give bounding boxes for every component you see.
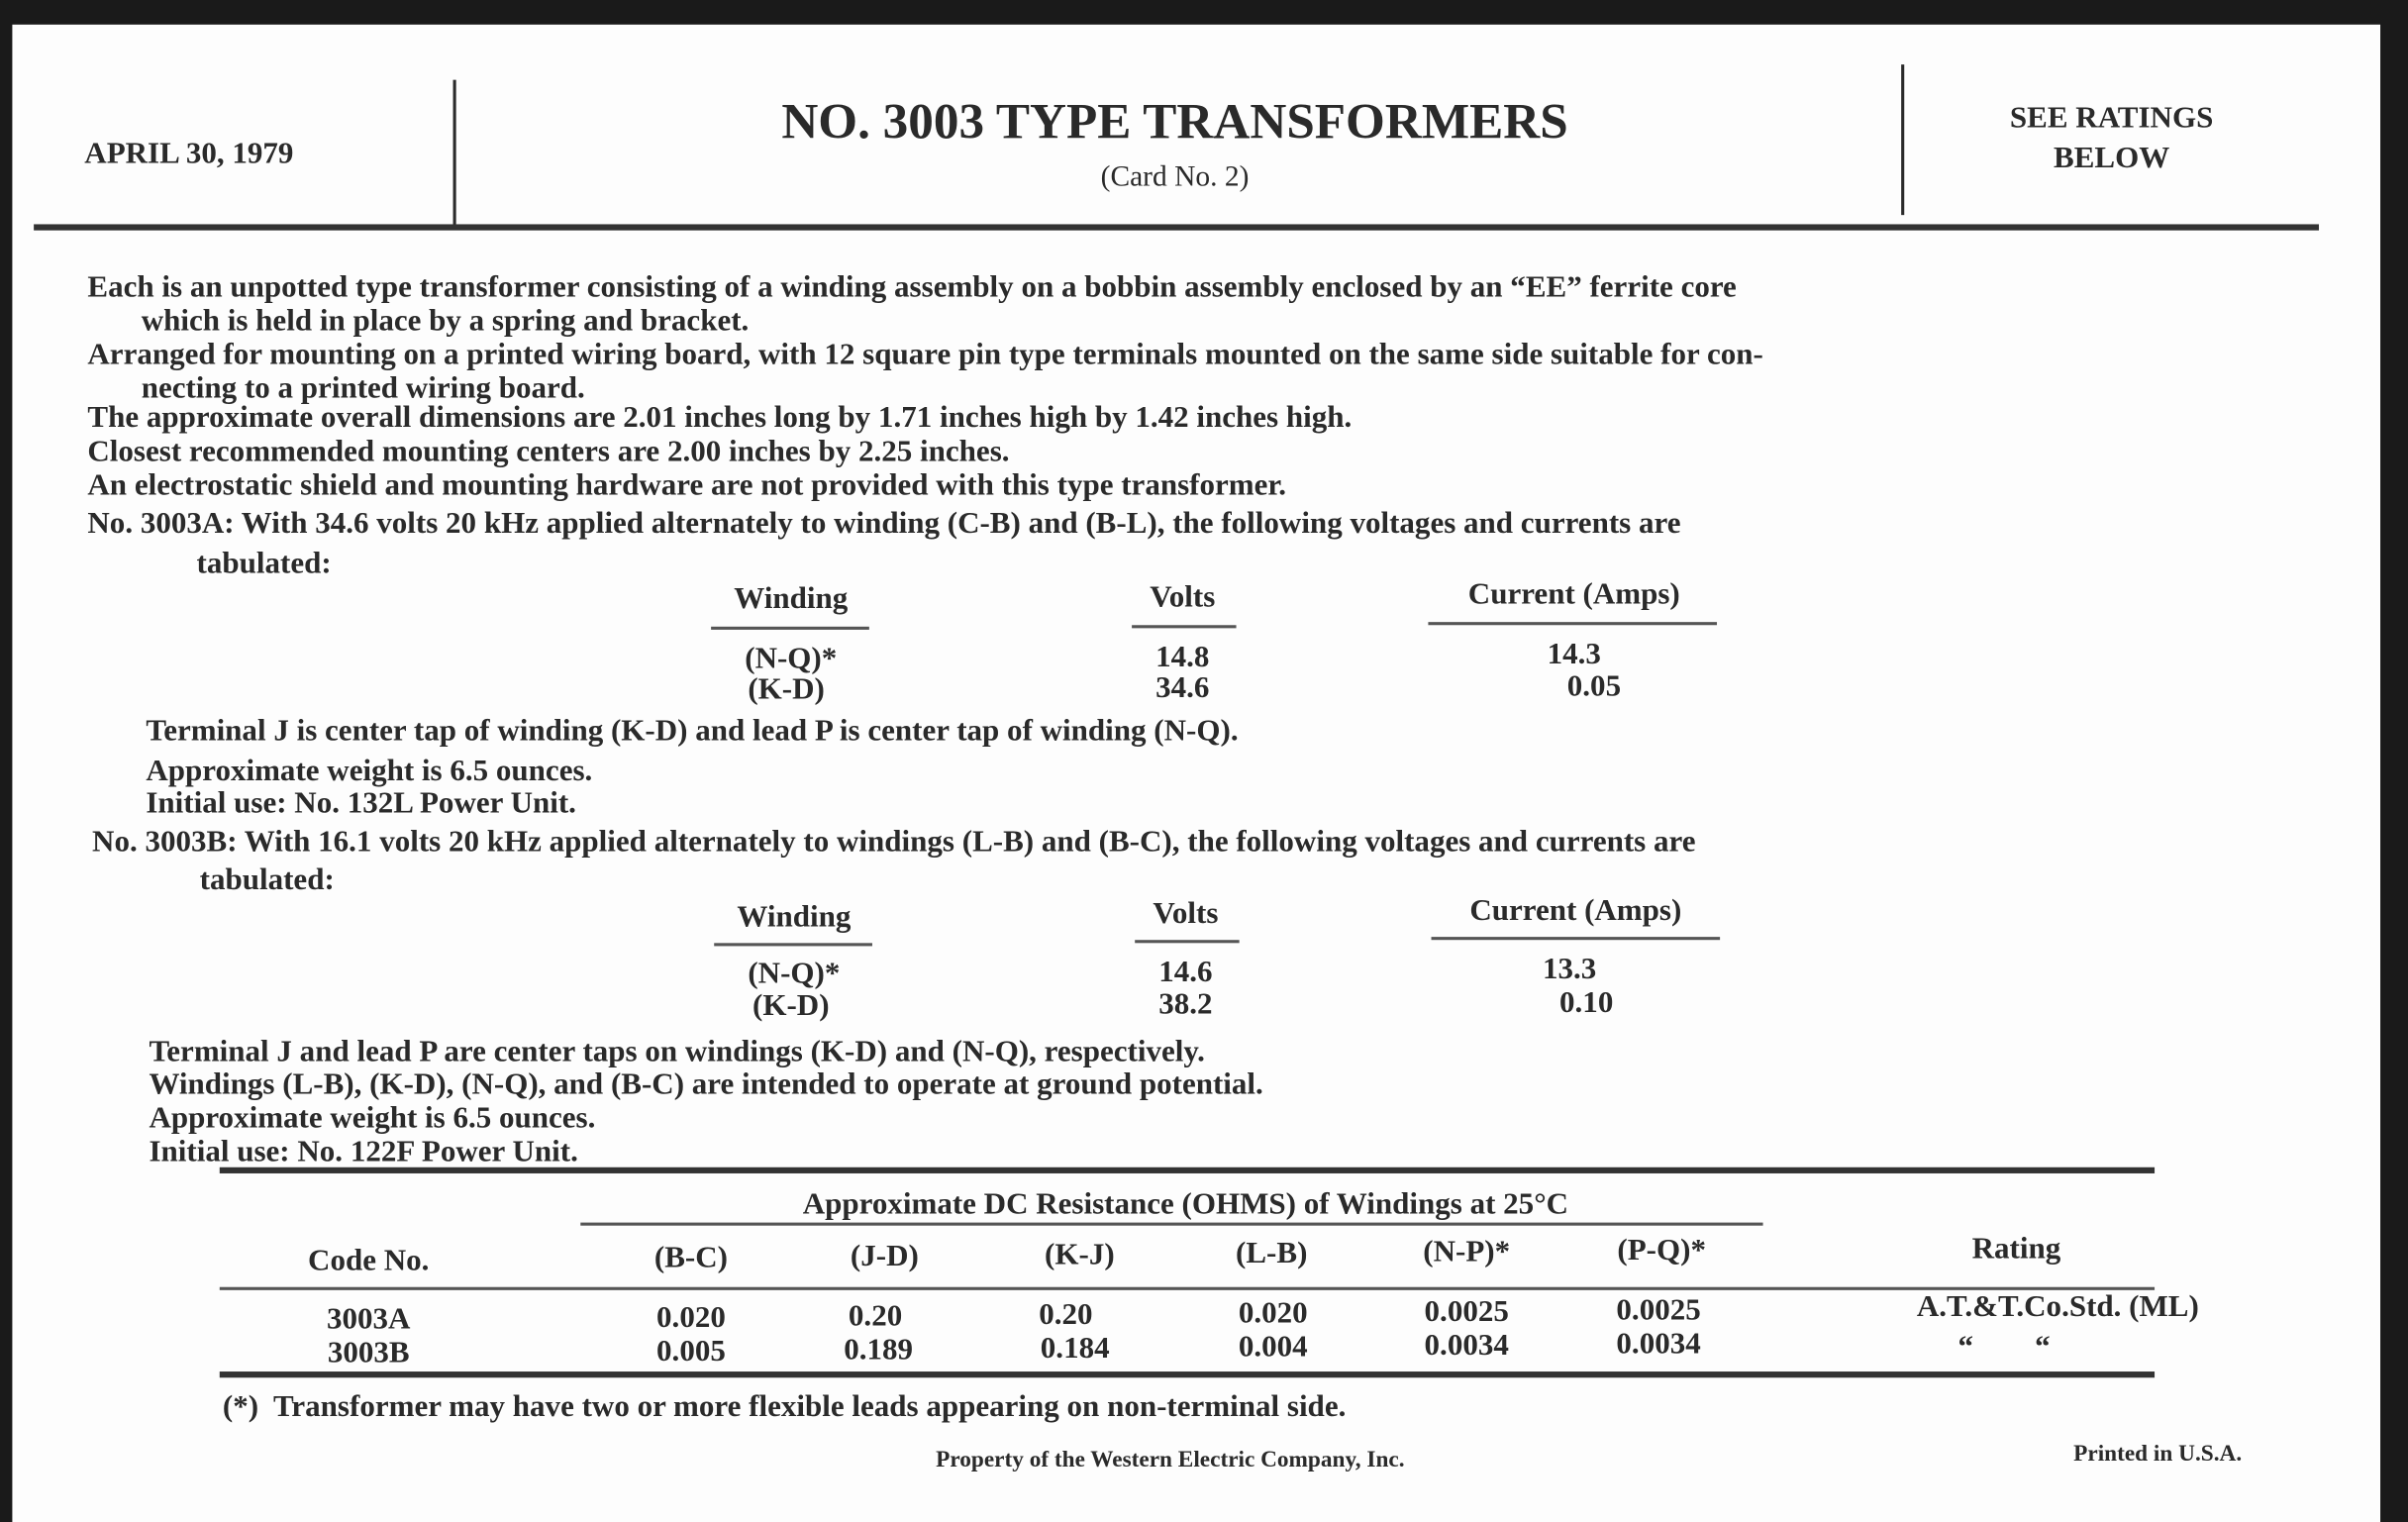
note: Approximate weight is 6.5 ounces.: [146, 754, 593, 788]
note: Initial use: No. 132L Power Unit.: [146, 786, 576, 821]
note: Initial use: No. 122F Power Unit.: [149, 1135, 578, 1169]
cell: 14.3: [1547, 637, 1601, 671]
cell: 0.020: [656, 1300, 726, 1335]
page-title: NO. 3003 TYPE TRANSFORMERS: [781, 95, 1568, 151]
3003b-lead: No. 3003B: With 16.1 volts 20 kHz applie…: [92, 824, 1696, 860]
col-winding: Winding: [737, 899, 852, 935]
cell: 0.05: [1566, 669, 1622, 704]
table-top-rule: [219, 1167, 2156, 1173]
underline: [1135, 940, 1240, 943]
cell: 0.0034: [1616, 1327, 1701, 1362]
col-rating: Rating: [1971, 1231, 2061, 1267]
footer-printed: Printed in U.S.A.: [2073, 1442, 2243, 1468]
intro-line: which is held in place by a spring and b…: [141, 304, 750, 339]
cell: (K-D): [748, 672, 825, 707]
col-n-p: (N-P)*: [1423, 1235, 1511, 1269]
resistance-group-header: Approximate DC Resistance (OHMS) of Wind…: [802, 1186, 1569, 1222]
cell: 14.8: [1155, 640, 1210, 674]
cell: 0.189: [844, 1333, 914, 1368]
header-rule: [34, 224, 2320, 231]
col-winding: Winding: [734, 581, 849, 616]
cell: (N-Q)*: [748, 957, 841, 991]
col-volts: Volts: [1150, 580, 1216, 615]
note: Terminal J is center tap of winding (K-D…: [146, 714, 1239, 749]
col-k-j: (K-J): [1045, 1238, 1115, 1272]
note: Approximate weight is 6.5 ounces.: [149, 1101, 596, 1136]
table-bottom-rule: [219, 1371, 2156, 1377]
underline: [1428, 622, 1718, 625]
cell: 34.6: [1155, 670, 1210, 705]
footer-property: Property of the Western Electric Company…: [936, 1448, 1405, 1473]
intro-line: Each is an unpotted type transformer con…: [87, 269, 1737, 305]
underline: [711, 626, 869, 630]
underline: [714, 943, 872, 946]
subtitle: (Card No. 2): [1100, 160, 1250, 194]
note: Windings (L-B), (K-D), (N-Q), and (B-C) …: [149, 1066, 1263, 1102]
divider: [452, 79, 456, 228]
underline: [1132, 625, 1237, 628]
intro-line: An electrostatic shield and mounting har…: [87, 468, 1287, 503]
divider: [1901, 64, 1905, 216]
note: Terminal J and lead P are center taps on…: [149, 1035, 1205, 1069]
cell: 14.6: [1158, 955, 1213, 989]
cell: 0.20: [848, 1299, 903, 1334]
ratings-note-2: BELOW: [2054, 141, 2170, 175]
cell: 0.184: [1040, 1331, 1110, 1366]
intro-line: Arranged for mounting on a printed wirin…: [87, 338, 1763, 372]
cell: 3003A: [327, 1302, 411, 1337]
3003b-lead-cont: tabulated:: [199, 862, 335, 897]
cell: 3003B: [327, 1336, 410, 1370]
3003a-lead: No. 3003A: With 34.6 volts 20 kHz applie…: [87, 506, 1681, 541]
underline: [1431, 937, 1721, 940]
col-b-c: (B-C): [653, 1241, 728, 1275]
card-background: [12, 24, 2381, 1522]
cell: 0.0034: [1424, 1328, 1509, 1363]
col-code: Code No.: [308, 1244, 430, 1278]
underline: [580, 1222, 1763, 1225]
cell: 13.3: [1542, 952, 1597, 986]
cell: 0.20: [1039, 1297, 1093, 1332]
intro-line: Closest recommended mounting centers are…: [87, 434, 1010, 469]
3003a-lead-cont: tabulated:: [196, 547, 332, 581]
ratings-note-1: SEE RATINGS: [2009, 101, 2214, 136]
cell: 0.020: [1238, 1296, 1308, 1331]
cell: 0.10: [1559, 985, 1614, 1020]
cell: 0.0025: [1616, 1292, 1701, 1328]
rating: A.T.&T.Co.Std. (ML): [1916, 1289, 2199, 1324]
footnote: (*) Transformer may have two or more fle…: [222, 1389, 1347, 1424]
cell: 0.0025: [1424, 1294, 1509, 1329]
rating-ditto: “ “: [1957, 1330, 2051, 1365]
intro-line: necting to a printed wiring board.: [141, 371, 585, 406]
cell: (K-D): [752, 988, 830, 1023]
cell: 38.2: [1158, 987, 1213, 1022]
col-p-q: (P-Q)*: [1617, 1233, 1706, 1268]
col-j-d: (J-D): [850, 1239, 919, 1273]
cell: 0.004: [1238, 1330, 1308, 1365]
col-volts: Volts: [1153, 896, 1219, 931]
col-current: Current (Amps): [1467, 577, 1680, 612]
col-current: Current (Amps): [1469, 893, 1682, 928]
date: APRIL 30, 1979: [84, 137, 294, 171]
col-l-b: (L-B): [1236, 1236, 1308, 1270]
cell: (N-Q)*: [745, 642, 838, 676]
intro-line: The approximate overall dimensions are 2…: [87, 400, 1353, 435]
cell: 0.005: [656, 1334, 726, 1369]
underline: [219, 1286, 2156, 1290]
